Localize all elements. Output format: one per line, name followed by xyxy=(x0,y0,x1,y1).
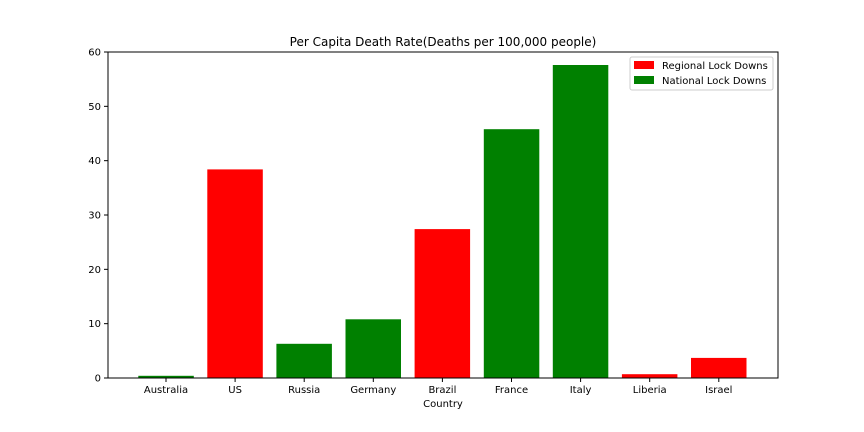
bar-australia xyxy=(138,375,194,378)
y-axis: 0 10 20 30 40 50 60 xyxy=(88,48,108,385)
x-tick-label: Germany xyxy=(350,385,396,396)
legend-swatch xyxy=(634,61,654,69)
x-axis-label: Country xyxy=(423,399,463,410)
bar-israel xyxy=(691,357,747,378)
legend: Regional Lock Downs National Lock Downs xyxy=(629,56,774,91)
x-axis: Australia US Russia Germany Brazil France Ital… xyxy=(144,378,732,396)
y-tick-label: 30 xyxy=(88,211,101,222)
bar-brazil xyxy=(414,229,471,378)
y-tick-label: 50 xyxy=(88,102,101,113)
bar-germany xyxy=(345,319,401,378)
x-tick-label: Australia xyxy=(144,385,188,396)
legend-box xyxy=(629,56,774,91)
bar-france xyxy=(483,129,540,378)
y-tick-label: 60 xyxy=(88,48,101,59)
bars-group xyxy=(138,65,747,378)
legend-label: Regional Lock Downs xyxy=(662,61,768,72)
bar-liberia xyxy=(621,374,678,378)
legend-label: National Lock Downs xyxy=(662,76,766,87)
bar-russia xyxy=(276,343,332,378)
y-tick-label: 10 xyxy=(88,319,101,330)
y-tick-label: 0 xyxy=(95,374,101,385)
y-tick-label: 40 xyxy=(88,156,101,167)
x-tick-label: Liberia xyxy=(633,385,667,396)
x-tick-label: Israel xyxy=(705,385,732,396)
chart-title: Per Capita Death Rate(Deaths per 100,000… xyxy=(290,35,597,49)
x-tick-label: Italy xyxy=(570,385,592,396)
legend-swatch xyxy=(634,76,654,84)
x-tick-label: US xyxy=(228,385,242,396)
x-tick-label: Russia xyxy=(288,385,320,396)
bar-italy xyxy=(552,65,609,378)
x-tick-label: France xyxy=(495,385,528,396)
bar-us xyxy=(207,169,263,378)
x-tick-label: Brazil xyxy=(428,385,456,396)
y-tick-label: 20 xyxy=(88,265,101,276)
